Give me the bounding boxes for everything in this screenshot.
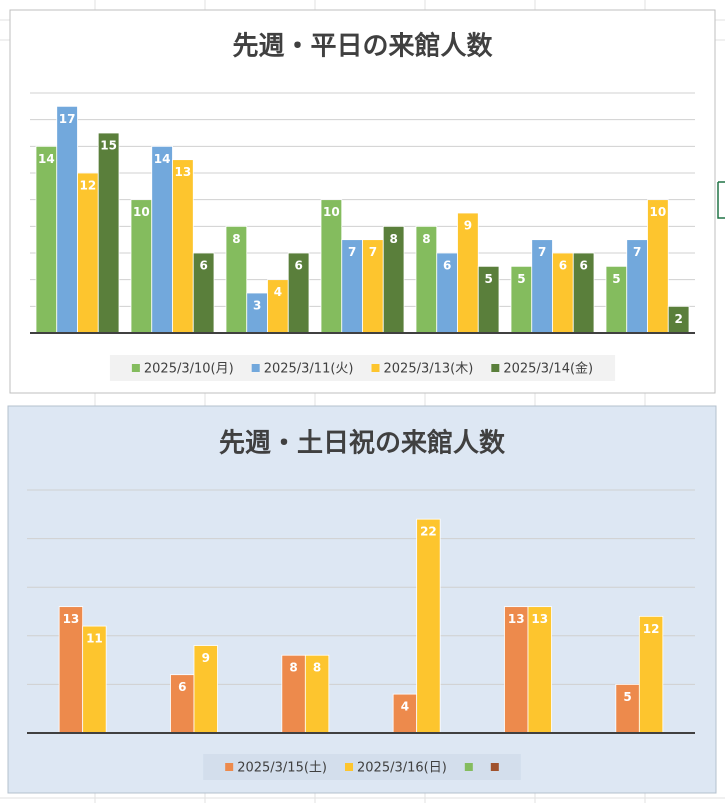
data-label: 22	[420, 525, 437, 539]
data-label: 14	[154, 152, 171, 166]
data-label: 8	[422, 232, 430, 246]
data-label: 4	[401, 700, 409, 714]
data-label: 12	[643, 622, 660, 636]
legend-label: 2025/3/13(木)	[384, 362, 474, 377]
legend-marker	[490, 763, 499, 771]
data-label: 7	[633, 245, 641, 259]
data-label: 8	[389, 232, 397, 246]
legend: 2025/3/15(土) 2025/3/16(日)	[203, 754, 521, 780]
legend-marker	[251, 364, 260, 372]
legend-marker	[371, 364, 380, 372]
legend-label: 2025/3/15(土)	[237, 761, 327, 776]
data-label: 6	[579, 259, 587, 273]
bar	[56, 105, 78, 334]
data-label: 15	[100, 139, 117, 153]
legend-label: 2025/3/16(日)	[357, 761, 447, 776]
data-label: 10	[133, 205, 150, 219]
data-label: 9	[202, 651, 210, 665]
data-label: 12	[80, 179, 97, 193]
data-label: 5	[612, 272, 620, 286]
bar	[35, 145, 58, 334]
legend-label: 2025/3/11(火)	[264, 362, 354, 377]
data-label: 11	[86, 632, 103, 646]
bar	[172, 159, 194, 334]
data-label: 6	[559, 259, 567, 273]
data-label: 10	[650, 205, 667, 219]
data-label: 4	[274, 285, 282, 299]
data-label: 7	[348, 245, 356, 259]
legend-box	[109, 355, 616, 381]
data-label: 8	[289, 661, 297, 675]
data-label: 8	[313, 661, 321, 675]
data-label: 8	[232, 232, 240, 246]
data-label: 13	[63, 612, 80, 626]
legend-marker	[131, 364, 140, 372]
data-label: 10	[323, 205, 340, 219]
legend-marker	[491, 364, 500, 372]
legend-label: 2025/3/10(月)	[144, 362, 234, 377]
bar	[130, 199, 153, 334]
data-label: 5	[517, 272, 525, 286]
cell-cursor	[717, 181, 725, 219]
data-label: 3	[253, 299, 261, 313]
legend: 2025/3/10(月) 2025/3/11(火) 2025/3/13(木) 2025…	[109, 355, 616, 381]
data-label: 6	[294, 259, 302, 273]
data-label: 5	[484, 272, 492, 286]
bar	[320, 199, 343, 334]
chart-area	[7, 405, 717, 794]
bar	[97, 132, 120, 334]
data-label: 7	[369, 245, 377, 259]
legend-label: 2025/3/14(金)	[503, 361, 593, 377]
legend-marker	[464, 763, 473, 771]
data-label: 6	[199, 259, 207, 273]
data-label: 13	[175, 165, 192, 179]
bar	[416, 518, 441, 734]
legend-marker	[225, 763, 234, 771]
data-label: 6	[178, 680, 186, 694]
chart: 先週・土日祝の来館人数 13 6 8 4 13 5 11 9 8 22 13 12 2025/3/15(土…	[7, 405, 717, 794]
data-label: 9	[464, 219, 472, 233]
data-label: 13	[508, 612, 525, 626]
data-label: 2	[674, 312, 682, 326]
data-label: 13	[531, 612, 548, 626]
legend-marker	[345, 763, 353, 771]
data-label: 17	[59, 112, 76, 126]
data-label: 5	[623, 690, 631, 704]
bar	[647, 199, 669, 334]
data-label: 6	[443, 259, 451, 273]
chart-title: 先週・平日の来館人数	[232, 31, 493, 62]
chart-title: 先週・土日祝の来館人数	[219, 428, 506, 459]
data-label: 7	[538, 245, 546, 259]
bar	[151, 145, 173, 334]
data-label: 14	[38, 152, 55, 166]
bar	[77, 172, 99, 334]
